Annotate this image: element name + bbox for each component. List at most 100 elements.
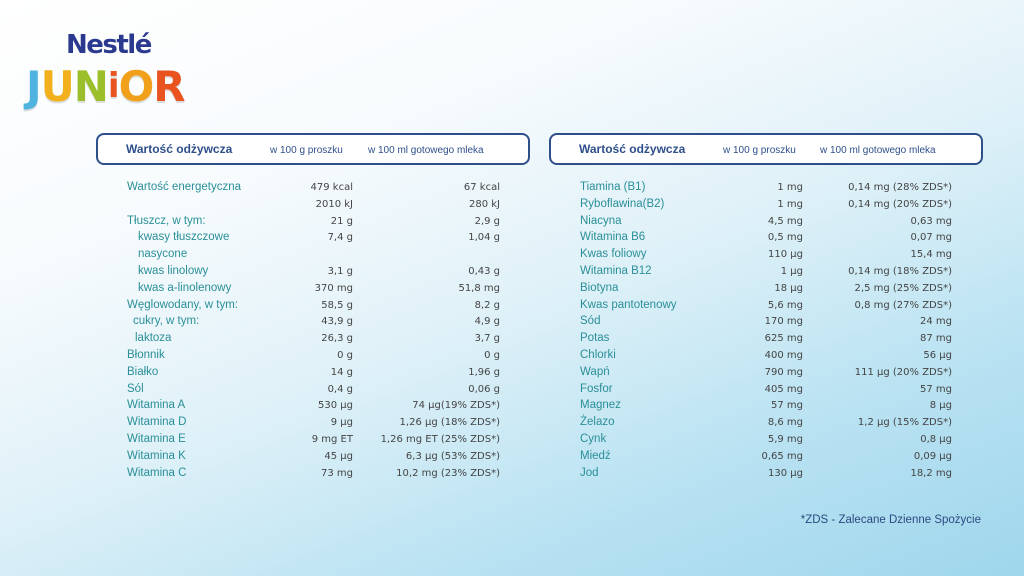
value-per-100ml: 0,14 mg (18% ZDS*) (848, 265, 952, 277)
value-per-100ml: 0,63 mg (910, 215, 952, 227)
value-per-100ml: 0,09 µg (913, 450, 952, 462)
value-per-100ml: 0,43 g (468, 265, 500, 277)
value-per-100g: 8,6 mg (767, 417, 803, 429)
table-row: Miedź 0,65 mg 0,09 µg (580, 450, 960, 467)
table-row: Magnez 57 mg 8 µg (580, 399, 960, 416)
value-per-100ml: 8 µg (929, 400, 952, 412)
value-per-100g: 9 µg (330, 417, 353, 429)
value-per-100g: 26,3 g (321, 333, 353, 345)
table-row: Białko 14 g 1,96 g (127, 366, 507, 383)
table-row: Fosfor 405 mg 57 mg (580, 383, 960, 400)
value-per-100g: 45 µg (324, 450, 353, 462)
right-nutrition-table: Tiamina (B1) 1 mg 0,14 mg (28% ZDS*) Ryb… (580, 181, 960, 483)
table-row: Witamina C 73 mg 10,2 mg (23% ZDS*) (127, 467, 507, 484)
nutrient-label: Potas (580, 332, 610, 345)
value-per-100ml: 56 µg (923, 349, 952, 361)
value-per-100ml: 8,2 g (474, 299, 500, 311)
value-per-100ml: 24 mg (920, 316, 952, 328)
nutrient-label: Witamina E (127, 432, 186, 445)
value-per-100ml: 0,8 mg (27% ZDS*) (854, 299, 952, 311)
value-per-100g: 405 mg (764, 383, 803, 395)
left-nutrition-table: Wartość energetyczna 479 kcal 67 kcal 20… (127, 181, 507, 483)
nutrient-label: Niacyna (580, 214, 622, 227)
nutrient-label: Miedź (580, 449, 611, 462)
table-row: kwas a-linolenowy 370 mg 51,8 mg (127, 282, 507, 299)
value-per-100ml: 2,5 mg (25% ZDS*) (854, 282, 952, 294)
value-per-100g: 0,5 mg (767, 232, 803, 244)
nutrient-label: Magnez (580, 399, 621, 412)
nutrient-label: Witamina D (127, 416, 187, 429)
table-row: Błonnik 0 g 0 g (127, 349, 507, 366)
nutrient-label: Tłuszcz, w tym: (127, 214, 206, 227)
value-per-100g: 18 µg (774, 282, 803, 294)
junior-letter: J (26, 62, 42, 111)
table-row: Ryboflawina(B2) 1 mg 0,14 mg (20% ZDS*) (580, 198, 960, 215)
table-row: Witamina B6 0,5 mg 0,07 mg (580, 231, 960, 248)
nutrient-label: Cynk (580, 432, 607, 445)
nutrient-label: Wartość energetyczna (127, 181, 241, 193)
value-per-100g: 170 mg (764, 316, 803, 328)
nutrient-label: Jod (580, 466, 599, 479)
value-per-100g: 0 g (337, 349, 353, 361)
junior-letter: U (40, 62, 75, 111)
table-row: cukry, w tym: 43,9 g 4,9 g (127, 315, 507, 332)
value-per-100ml: 0,14 mg (20% ZDS*) (848, 198, 952, 210)
nutrient-label: Sód (580, 315, 601, 328)
value-per-100g: 530 µg (318, 400, 353, 412)
nutrient-label: Kwas foliowy (580, 248, 647, 261)
table-row: nasycone (127, 248, 507, 265)
table-row: Witamina K 45 µg 6,3 µg (53% ZDS*) (127, 450, 507, 467)
value-per-100g: 43,9 g (321, 316, 353, 328)
value-per-100ml: 1,04 g (468, 232, 500, 244)
nutrient-label: Witamina C (127, 466, 187, 479)
value-per-100ml: 51,8 mg (458, 282, 500, 294)
value-per-100ml: 0 g (484, 349, 500, 361)
table-row: Potas 625 mg 87 mg (580, 332, 960, 349)
value-per-100g: 0,4 g (327, 383, 353, 395)
value-per-100ml: 10,2 mg (23% ZDS*) (396, 467, 500, 479)
header-column-powder: w 100 g proszku (270, 145, 343, 156)
table-row: Witamina D 9 µg 1,26 µg (18% ZDS*) (127, 416, 507, 433)
header-title: Wartość odżywcza (579, 142, 686, 156)
value-per-100ml: 3,7 g (474, 333, 500, 345)
table-row: laktoza 26,3 g 3,7 g (127, 332, 507, 349)
zds-footnote: *ZDS - Zalecane Dzienne Spożycie (800, 514, 981, 526)
junior-letter: O (118, 62, 155, 111)
value-per-100g: 21 g (330, 215, 353, 227)
table-row: Niacyna 4,5 mg 0,63 mg (580, 215, 960, 232)
value-per-100ml: 0,07 mg (910, 232, 952, 244)
value-per-100g: 0,65 mg (761, 450, 803, 462)
nutrient-label: Kwas pantotenowy (580, 298, 677, 311)
nutrient-label: Ryboflawina(B2) (580, 197, 665, 210)
table-row: Tiamina (B1) 1 mg 0,14 mg (28% ZDS*) (580, 181, 960, 198)
nutrient-label: Węglowodany, w tym: (127, 298, 238, 311)
value-per-100g: 5,6 mg (767, 299, 803, 311)
value-per-100g: 9 mg ET (311, 433, 353, 445)
nutrient-label: Białko (127, 365, 159, 378)
value-per-100ml: 280 kJ (468, 198, 500, 210)
header-column-powder: w 100 g proszku (723, 145, 796, 156)
value-per-100g: 7,4 g (327, 232, 353, 244)
nutrient-label: Fosfor (580, 382, 613, 395)
nestle-junior-logo: Nestlé JUNiOR (26, 30, 196, 120)
nutrient-label: Witamina B6 (580, 231, 646, 244)
value-per-100ml: 15,4 mg (910, 249, 952, 261)
value-per-100g: 1 µg (780, 265, 803, 277)
table-row: Tłuszcz, w tym: 21 g 2,9 g (127, 215, 507, 232)
junior-letter: i (107, 66, 120, 106)
value-per-100g: 790 mg (764, 366, 803, 378)
value-per-100g: 110 µg (768, 249, 803, 261)
table-row: Witamina B12 1 µg 0,14 mg (18% ZDS*) (580, 265, 960, 282)
header-title: Wartość odżywcza (126, 142, 233, 156)
value-per-100g: 3,1 g (327, 265, 353, 277)
nutrient-label: Witamina B12 (580, 264, 652, 277)
table-row: Chlorki 400 mg 56 µg (580, 349, 960, 366)
table-row: Cynk 5,9 mg 0,8 µg (580, 433, 960, 450)
table-row: Wapń 790 mg 111 µg (20% ZDS*) (580, 366, 960, 383)
value-per-100g: 14 g (330, 366, 353, 378)
junior-letter: R (153, 62, 185, 111)
table-row: Wartość energetyczna 479 kcal 67 kcal (127, 181, 507, 198)
nutrient-label: nasycone (138, 248, 188, 261)
nestle-wordmark: Nestlé (66, 30, 152, 60)
value-per-100ml: 0,06 g (468, 383, 500, 395)
